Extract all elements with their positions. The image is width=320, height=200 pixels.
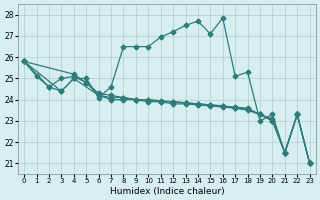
X-axis label: Humidex (Indice chaleur): Humidex (Indice chaleur) (109, 187, 224, 196)
